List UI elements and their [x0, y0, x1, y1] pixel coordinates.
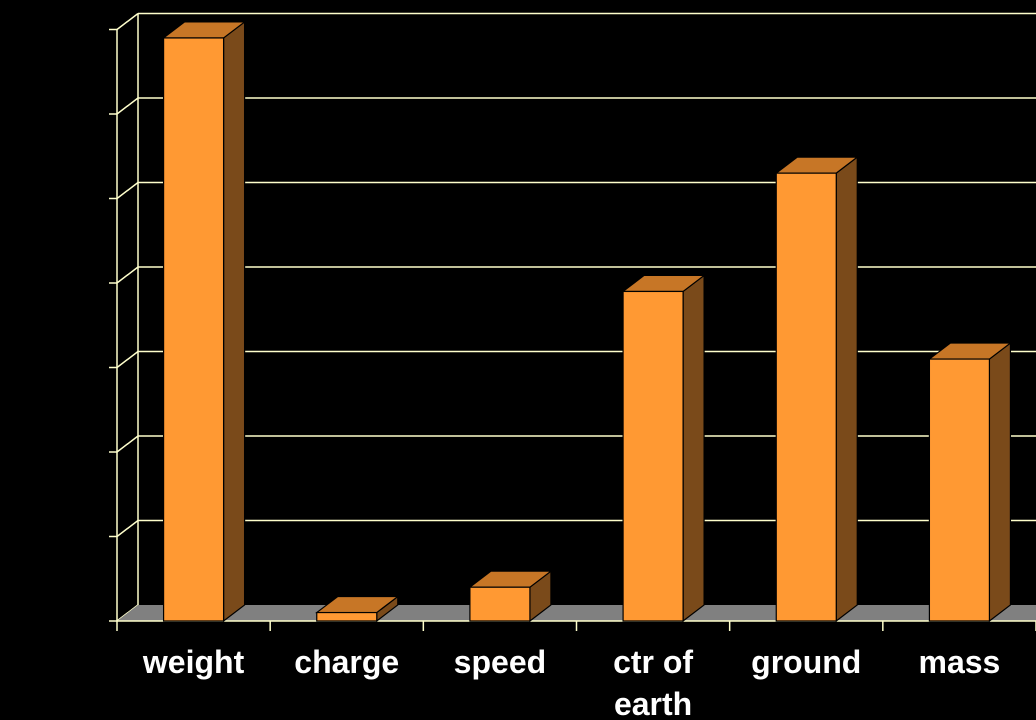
bars — [161, 20, 1013, 623]
axes — [109, 13, 1036, 631]
x-tick-label: weight — [142, 644, 245, 680]
bar — [316, 611, 378, 622]
bar-side — [682, 274, 705, 623]
bar-side — [988, 341, 1012, 623]
side-wall-gridline — [116, 519, 139, 538]
side-wall-gridline — [116, 266, 139, 284]
side-wall-gridline — [116, 350, 139, 369]
x-tick-label: ground — [751, 644, 861, 680]
bar — [162, 37, 225, 622]
x-tick-label: charge — [294, 644, 399, 680]
bar-ground — [774, 155, 860, 623]
x-tick-label: ctr of earth — [613, 644, 693, 720]
x-tick-label: speed — [454, 644, 546, 680]
chart-floor-slab — [117, 605, 1036, 621]
bar-side — [222, 20, 246, 623]
x-axis-tick-labels: weight charge speed ctr of earth ground mass — [142, 644, 1000, 720]
bar-speed — [468, 569, 553, 623]
gridlines — [116, 12, 1036, 622]
bar — [775, 172, 837, 622]
bar-charge — [314, 595, 400, 623]
x-tick-label: mass — [918, 644, 1000, 680]
bar-side — [835, 155, 858, 623]
side-wall-gridline — [116, 181, 139, 200]
side-wall-gridline — [116, 12, 139, 31]
side-wall-gridline — [116, 97, 139, 115]
bar-ctr-of-earth — [621, 274, 706, 623]
bar-mass — [927, 341, 1013, 623]
bar — [622, 290, 684, 622]
bar — [469, 586, 531, 622]
bar-weight — [161, 20, 247, 623]
bar — [928, 358, 991, 622]
side-wall-gridline — [116, 435, 139, 453]
chart-floor — [117, 605, 1036, 621]
